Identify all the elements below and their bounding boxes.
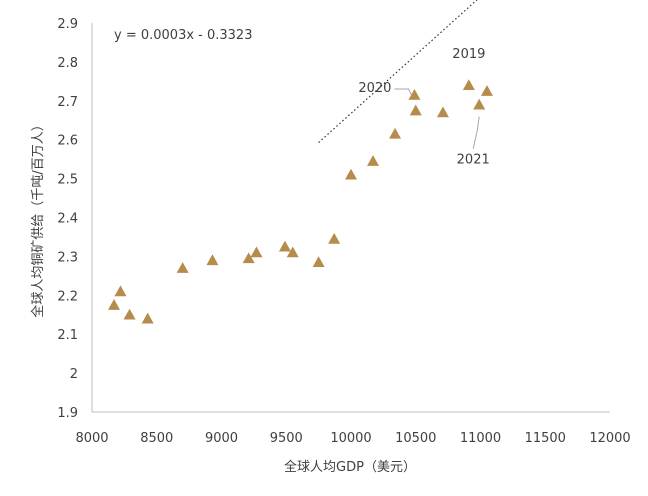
x-tick-labels: 8000 8500 9000 9500 10000 10500 11000 11500 1200… [75, 431, 630, 446]
y-tick-label: 2.3 [57, 250, 78, 265]
y-axis-title: 全球人均铜矿供给（千吨/百万人） [30, 118, 46, 317]
data-point [250, 246, 263, 258]
x-tick-label: 8500 [140, 431, 173, 446]
data-point [242, 252, 255, 264]
data-point [312, 256, 325, 268]
trendline-equation: y = 0.0003x - 0.3323 [114, 28, 252, 43]
y-tick-label: 2.9 [57, 17, 78, 32]
data-point [345, 168, 357, 180]
y-tick-label: 2.8 [57, 56, 78, 71]
data-point [367, 155, 380, 166]
year-annotation: 2019 [452, 47, 485, 62]
data-point [286, 246, 299, 258]
year-annotation: 2020 [358, 81, 391, 96]
trendline [318, 0, 478, 143]
y-tick-label: 2 [70, 367, 78, 382]
data-point [206, 254, 219, 266]
x-tick-label: 8000 [75, 431, 108, 446]
data-point [408, 88, 421, 100]
y-tick-label: 2.2 [57, 289, 78, 304]
data-point [278, 240, 291, 252]
annotation-leader [394, 88, 413, 98]
y-tick-label: 2.1 [57, 328, 78, 343]
data-point [409, 104, 422, 116]
y-tick-label: 2.4 [57, 212, 78, 227]
x-tick-label: 9000 [205, 431, 238, 446]
data-point [328, 232, 341, 244]
data-point [436, 106, 449, 118]
x-tick-label: 11000 [460, 431, 501, 446]
data-points [108, 79, 493, 324]
y-tick-label: 2.5 [57, 173, 78, 188]
data-point [123, 308, 136, 320]
data-point [114, 285, 127, 297]
data-point [389, 127, 402, 139]
x-tick-label: 10500 [395, 431, 436, 446]
annotations: 2019 2020 2021 [358, 47, 489, 167]
annotation-leader [472, 116, 480, 149]
x-tick-label: 11500 [525, 431, 566, 446]
data-point [141, 312, 154, 324]
data-point [176, 262, 189, 273]
x-tick-label: 12000 [589, 431, 630, 446]
x-tick-label: 10000 [330, 431, 371, 446]
axes [91, 23, 610, 413]
year-annotation: 2021 [457, 153, 490, 168]
data-point [108, 299, 121, 310]
data-point [462, 79, 475, 91]
trendline-layer [318, 0, 478, 143]
y-tick-label: 1.9 [57, 406, 78, 421]
x-axis-title: 全球人均GDP（美元） [284, 459, 416, 475]
y-tick-labels: 1.9 2 2.1 2.2 2.3 2.4 2.5 2.6 2.7 2.8 2.9 [57, 17, 78, 421]
y-tick-label: 2.6 [57, 134, 78, 149]
data-point [480, 85, 493, 96]
x-tick-label: 9500 [270, 431, 303, 446]
y-tick-label: 2.7 [57, 95, 78, 110]
data-point [473, 98, 486, 110]
